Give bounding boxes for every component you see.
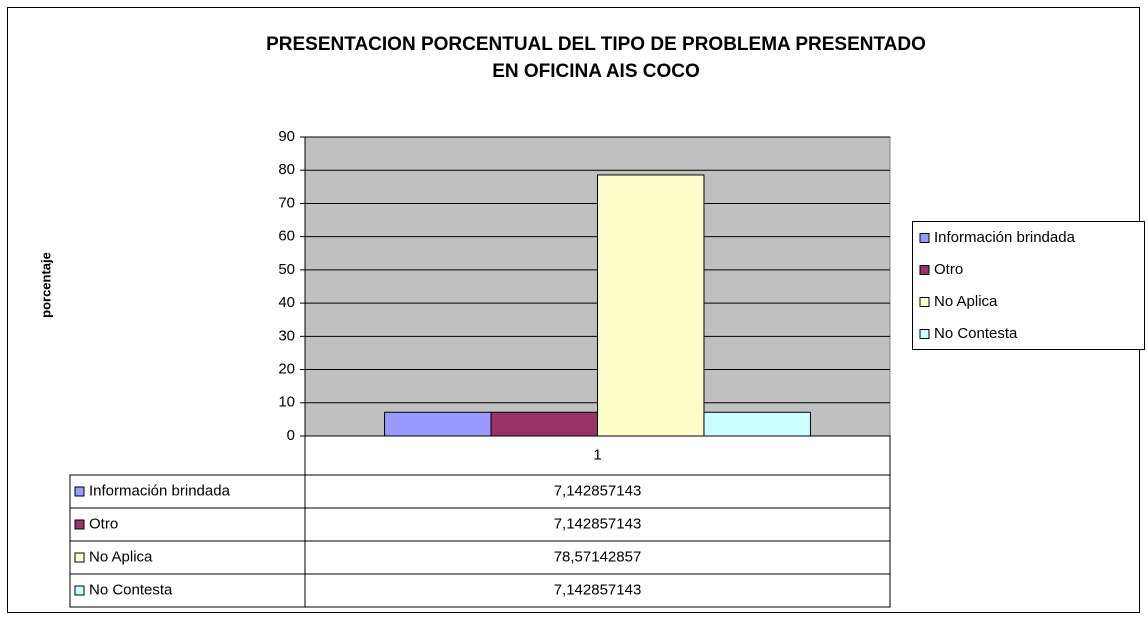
y-tick-label: 20 [278, 361, 295, 378]
legend-label: Información brindada [934, 229, 1076, 246]
table-key [74, 585, 85, 596]
y-tick-label: 90 [278, 128, 295, 145]
table-value: 7,142857143 [554, 515, 642, 532]
table-row [69, 573, 891, 608]
legend-key [919, 297, 930, 307]
table-value: 7,142857143 [554, 482, 642, 499]
table-series-name: No Aplica [89, 548, 153, 565]
legend-key [919, 329, 930, 339]
y-tick-label: 60 [278, 228, 295, 245]
table-series-name: Información brindada [89, 482, 231, 499]
y-tick-label: 70 [278, 194, 295, 211]
legend-label: No Contesta [934, 325, 1018, 342]
table-key [74, 486, 85, 497]
bar [384, 411, 492, 437]
legend [912, 221, 1145, 350]
bar [597, 174, 705, 437]
legend-key [919, 265, 930, 275]
table-key [74, 552, 85, 563]
legend-label: No Aplica [934, 293, 998, 310]
y-tick-label: 40 [278, 294, 295, 311]
table-key [74, 519, 85, 530]
legend-key [919, 233, 930, 243]
y-axis-label: porcentaje [38, 252, 53, 318]
x-tick-label: 1 [593, 446, 601, 463]
y-tick-label: 50 [278, 261, 295, 278]
y-tick-label: 80 [278, 161, 295, 178]
bar [490, 411, 598, 437]
chart-title: EN OFICINA AIS COCO [492, 61, 700, 82]
y-tick-label: 0 [287, 427, 295, 444]
y-tick-label: 30 [278, 327, 295, 344]
y-tick-label: 10 [278, 394, 295, 411]
legend-label: Otro [934, 261, 963, 278]
table-series-name: No Contesta [89, 581, 173, 598]
table-value: 78,57142857 [554, 548, 642, 565]
table-series-name: Otro [89, 515, 118, 532]
table-value: 7,142857143 [554, 581, 642, 598]
bar [703, 411, 811, 437]
chart-title: PRESENTACION PORCENTUAL DEL TIPO DE PROB… [266, 34, 926, 55]
